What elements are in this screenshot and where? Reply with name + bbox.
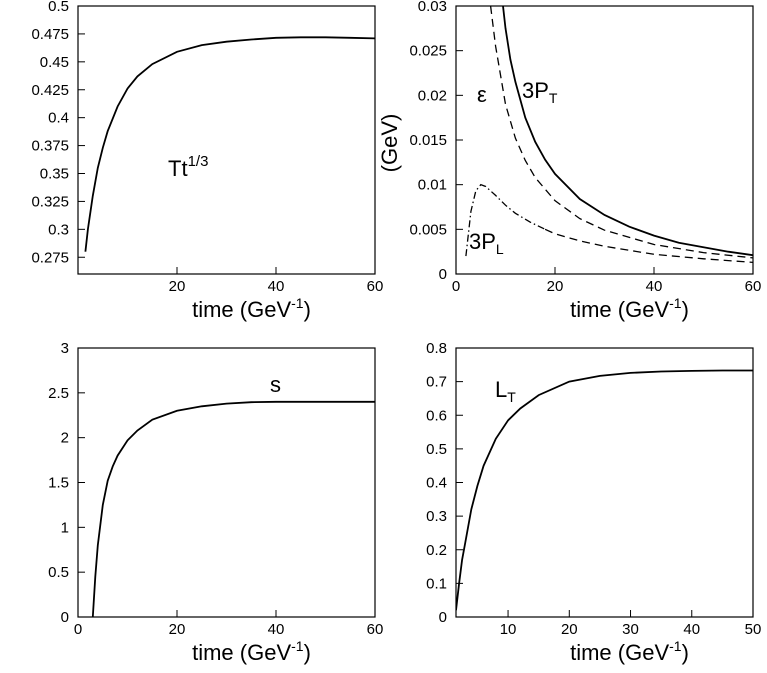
x-tick-label: 60 [367, 621, 384, 638]
x-tick-label: 10 [500, 621, 517, 638]
y-axis-label: (GeV) [377, 114, 402, 173]
x-tick-label: 40 [646, 278, 663, 295]
y-tick-label: 0.7 [426, 374, 447, 391]
x-tick-label: 0 [452, 278, 460, 295]
y-tick-label: 0.275 [31, 249, 69, 266]
y-tick-label: 0.475 [31, 26, 69, 43]
y-tick-label: 1 [61, 519, 69, 536]
curve-label: Tt1/3 [168, 153, 208, 181]
y-tick-label: 2 [61, 430, 69, 447]
plot-frame [77, 5, 376, 275]
x-tick-label: 0 [74, 621, 82, 638]
plot-frame [455, 5, 754, 275]
y-tick-label: 0.35 [40, 166, 69, 183]
y-tick-label: 0.4 [48, 110, 69, 127]
x-tick-label: 40 [683, 621, 700, 638]
panel-4: 10 20 30 40 50 0 0.1 0.2 0.3 0.4 0.5 0.6 0.7 0.8 time … [426, 340, 761, 665]
y-tick-label: 0.375 [31, 138, 69, 155]
y-tick-label: 0.2 [426, 542, 447, 559]
panel-1: 20 40 60 0.275 0.3 0.325 0.35 0.375 0.4 0.425 0.45… [31, 0, 383, 322]
series-line-1 [502, 6, 753, 257]
y-tick-label: 0.1 [426, 575, 447, 592]
x-tick-label: 50 [745, 621, 762, 638]
y-tick-label: 2.5 [48, 385, 69, 402]
y-tick-label: 3 [61, 340, 69, 357]
curve-label: ε [477, 82, 487, 107]
y-tick-label: 0.005 [409, 221, 447, 238]
x-tick-label: 60 [367, 278, 384, 295]
y-tick-label: 0.015 [409, 132, 447, 149]
x-axis-label: time (GeV-1) [192, 638, 311, 665]
x-tick-label: 60 [745, 278, 762, 295]
series-line-1 [456, 369, 753, 611]
x-axis-label: time (GeV-1) [570, 638, 689, 665]
y-tick-label: 0.6 [426, 407, 447, 424]
series-line-4 [544, 228, 753, 264]
curve-label: 3PT [522, 78, 558, 106]
x-tick-label: 20 [169, 621, 186, 638]
curve-label: s [270, 372, 281, 397]
x-tick-label: 20 [561, 621, 578, 638]
series-line-1 [84, 36, 375, 252]
x-tick-label: 30 [622, 621, 639, 638]
plot-frame [77, 347, 376, 618]
y-tick-label: 0.03 [418, 0, 447, 15]
curve-label: LT [495, 377, 516, 405]
series-line-2 [489, 6, 753, 259]
y-tick-label: 0.01 [418, 177, 447, 194]
panel-2: 0 20 40 60 0 0.005 0.01 0.015 0.02 0.025 0.03 time … [377, 0, 761, 322]
curve-label: 3PL [469, 229, 504, 257]
x-tick-label: 40 [268, 278, 285, 295]
y-tick-label: 0.425 [31, 82, 69, 99]
panel-3: 0 20 40 60 0 0.5 1 1.5 2 2.5 3 time (GeV-1) s [48, 340, 383, 665]
x-tick-label: 40 [268, 621, 285, 638]
y-tick-label: 0.025 [409, 43, 447, 60]
x-axis-label: time (GeV-1) [192, 295, 311, 322]
y-tick-label: 0.5 [48, 0, 69, 15]
series-line-3 [465, 183, 546, 257]
y-tick-label: 0.5 [48, 564, 69, 581]
y-tick-label: 0.02 [418, 87, 447, 104]
x-axis-label: time (GeV-1) [570, 295, 689, 322]
y-tick-label: 0.325 [31, 193, 69, 210]
y-tick-label: 0.8 [426, 340, 447, 357]
y-tick-label: 0 [439, 266, 447, 283]
y-tick-label: 0 [439, 609, 447, 626]
y-tick-label: 0.3 [48, 221, 69, 238]
series-line-1 [91, 400, 375, 617]
y-tick-label: 0 [61, 609, 69, 626]
x-tick-label: 20 [547, 278, 564, 295]
x-tick-label: 20 [169, 278, 186, 295]
y-tick-label: 0.4 [426, 475, 447, 492]
y-tick-label: 0.3 [426, 508, 447, 525]
y-tick-label: 0.5 [426, 441, 447, 458]
y-tick-label: 0.45 [40, 54, 69, 71]
y-tick-label: 1.5 [48, 475, 69, 492]
